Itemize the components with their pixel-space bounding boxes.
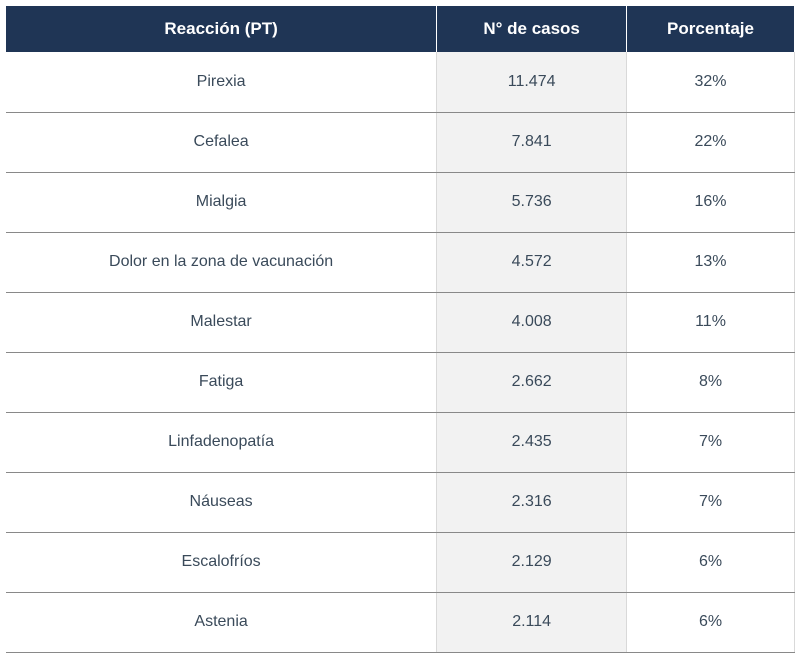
table-cell: 7% xyxy=(627,412,795,472)
table-cell: Escalofríos xyxy=(6,532,437,592)
table-cell: Astenia xyxy=(6,592,437,652)
table-cell: 22% xyxy=(627,112,795,172)
table-row: Linfadenopatía2.4357% xyxy=(6,412,795,472)
reactions-table: Reacción (PT)N° de casosPorcentaje Pirex… xyxy=(6,6,795,653)
table-body: Pirexia11.47432%Cefalea7.84122%Mialgia5.… xyxy=(6,52,795,652)
table-cell: 7.841 xyxy=(437,112,627,172)
table-cell: 8% xyxy=(627,352,795,412)
table-row: Dolor en la zona de vacunación4.57213% xyxy=(6,232,795,292)
table-row: Fatiga2.6628% xyxy=(6,352,795,412)
table-row: Cefalea7.84122% xyxy=(6,112,795,172)
table-cell: 2.316 xyxy=(437,472,627,532)
table-cell: 6% xyxy=(627,592,795,652)
table-cell: 7% xyxy=(627,472,795,532)
table-header-row: Reacción (PT)N° de casosPorcentaje xyxy=(6,6,795,52)
table-cell: 4.008 xyxy=(437,292,627,352)
table-cell: 2.435 xyxy=(437,412,627,472)
table-row: Escalofríos2.1296% xyxy=(6,532,795,592)
table-cell: 4.572 xyxy=(437,232,627,292)
table-cell: 16% xyxy=(627,172,795,232)
table-cell: Pirexia xyxy=(6,52,437,112)
table-cell: 11.474 xyxy=(437,52,627,112)
col-header-1: N° de casos xyxy=(437,6,627,52)
table-row: Náuseas2.3167% xyxy=(6,472,795,532)
col-header-0: Reacción (PT) xyxy=(6,6,437,52)
table-cell: 6% xyxy=(627,532,795,592)
table-row: Astenia2.1146% xyxy=(6,592,795,652)
table-cell: Fatiga xyxy=(6,352,437,412)
table-cell: Cefalea xyxy=(6,112,437,172)
table-head: Reacción (PT)N° de casosPorcentaje xyxy=(6,6,795,52)
table-cell: Mialgia xyxy=(6,172,437,232)
table-cell: 2.662 xyxy=(437,352,627,412)
table-cell: 5.736 xyxy=(437,172,627,232)
col-header-2: Porcentaje xyxy=(627,6,795,52)
table-row: Pirexia11.47432% xyxy=(6,52,795,112)
table-row: Malestar4.00811% xyxy=(6,292,795,352)
table-cell: Dolor en la zona de vacunación xyxy=(6,232,437,292)
table-cell: Náuseas xyxy=(6,472,437,532)
table-cell: 2.129 xyxy=(437,532,627,592)
table-cell: 32% xyxy=(627,52,795,112)
table-cell: Linfadenopatía xyxy=(6,412,437,472)
table-cell: 11% xyxy=(627,292,795,352)
table-row: Mialgia5.73616% xyxy=(6,172,795,232)
table-cell: Malestar xyxy=(6,292,437,352)
table-cell: 2.114 xyxy=(437,592,627,652)
table-cell: 13% xyxy=(627,232,795,292)
